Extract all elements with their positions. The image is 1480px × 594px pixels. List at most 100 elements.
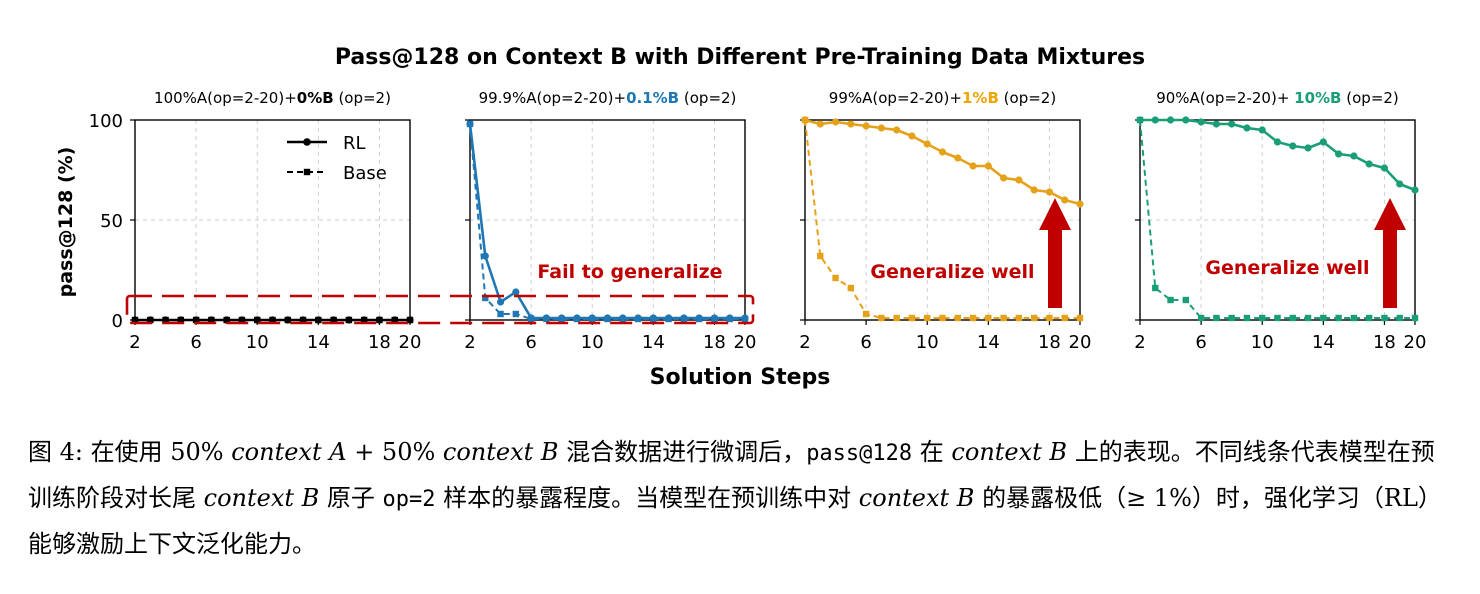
data-point-rl: [496, 298, 505, 306]
data-point-base: [1396, 314, 1403, 322]
data-point-base: [726, 315, 733, 323]
data-point-base: [1061, 314, 1068, 322]
data-point-base: [223, 316, 230, 324]
data-point-base: [650, 315, 657, 323]
series-line-rl: [804, 118, 1081, 206]
x-axis-label: Solution Steps: [650, 365, 831, 390]
data-point-base: [862, 310, 870, 318]
data-point-rl: [1151, 116, 1159, 124]
legend-marker-circle-icon: [303, 138, 311, 146]
data-point-rl: [984, 162, 992, 170]
x-tick-label: 6: [860, 332, 871, 353]
data-point-base: [466, 120, 474, 128]
series-line-base: [469, 123, 745, 320]
y-axis-label: pass@128 (%): [55, 147, 77, 298]
data-point-rl: [831, 118, 840, 126]
data-point-base: [1228, 314, 1235, 322]
data-point-rl: [1380, 164, 1389, 172]
data-point-rl: [1197, 118, 1205, 126]
x-tick-label: 14: [977, 332, 1000, 353]
data-point-base: [589, 315, 596, 323]
figure-caption: 图 4: 在使用 50% context A + 50% context B 混…: [28, 430, 1458, 566]
data-point-base: [711, 315, 718, 323]
series-line-base: [1139, 119, 1415, 319]
data-point-base: [1182, 296, 1190, 304]
caption-text: 样本的暴露程度。当模型在预训练中对: [435, 484, 859, 512]
data-point-rl: [1045, 188, 1054, 196]
data-point-base: [284, 316, 291, 324]
x-tick-label: 10: [1251, 332, 1274, 353]
panel-title-suffix: (op=2): [679, 89, 736, 107]
data-point-base: [1167, 296, 1174, 304]
data-point-base: [238, 316, 246, 324]
panel-title-suffix: (op=2): [334, 89, 391, 107]
data-point-base: [801, 116, 809, 124]
panel-title-highlight: 1%B: [962, 89, 999, 107]
legend-label: Base: [343, 163, 387, 184]
data-point-base: [376, 316, 383, 324]
caption-code: pass@128: [806, 441, 913, 466]
annotation-label: Generalize well: [870, 261, 1034, 283]
data-point-base: [1197, 314, 1205, 322]
x-tick-label: 18: [1038, 332, 1061, 353]
data-point-rl: [1273, 138, 1282, 146]
x-tick-label: 20: [399, 332, 422, 353]
x-tick-label: 18: [1373, 332, 1396, 353]
data-point-rl: [481, 252, 489, 260]
data-point-rl: [1212, 120, 1220, 128]
caption-text: 图 4: 在使用 50%: [28, 438, 232, 466]
data-point-rl: [1319, 138, 1327, 146]
x-tick-label: 2: [129, 332, 140, 353]
panel-title-highlight: 0.1%B: [626, 89, 679, 107]
data-point-base: [634, 315, 642, 323]
data-point-base: [954, 314, 961, 322]
data-point-rl: [923, 140, 931, 148]
panel-title-suffix: (op=2): [1342, 89, 1399, 107]
y-tick-label: 0: [112, 311, 123, 332]
up-arrow-icon: [1374, 198, 1406, 308]
data-point-base: [1076, 314, 1084, 322]
data-point-rl: [847, 120, 855, 128]
x-tick-label: 2: [1134, 332, 1145, 353]
data-point-base: [558, 315, 565, 323]
data-point-base: [1289, 314, 1296, 322]
x-tick-label: 10: [916, 332, 939, 353]
panel-2: 2 6 10 14 18 20 99.9%A(op=2-20)+0.1%B (op=2) Fa…: [464, 89, 756, 353]
x-tick-label: 14: [1312, 332, 1335, 353]
data-point-base: [512, 310, 520, 318]
data-point-base: [543, 315, 550, 323]
data-point-base: [1046, 314, 1053, 322]
data-point-base: [1274, 314, 1281, 322]
data-point-base: [299, 316, 307, 324]
annotation-label: Generalize well: [1205, 257, 1369, 279]
series-line-rl: [1140, 118, 1416, 192]
data-point-base: [208, 316, 215, 324]
data-point-base: [1152, 284, 1159, 292]
panel-title-prefix: 100%A(op=2-20)+: [154, 89, 297, 107]
data-point-base: [817, 252, 824, 260]
data-point-rl: [1396, 180, 1404, 188]
data-point-base: [360, 316, 368, 324]
data-point-base: [1411, 314, 1419, 322]
data-point-base: [391, 316, 398, 324]
data-point-rl: [1243, 124, 1251, 132]
data-point-base: [1243, 314, 1251, 322]
data-point-base: [604, 315, 611, 323]
panel-title-prefix: 99.9%A(op=2-20)+: [479, 89, 627, 107]
x-tick-label: 20: [1069, 332, 1092, 353]
caption-text: 原子: [319, 484, 383, 512]
data-point-base: [665, 315, 672, 323]
caption-text: 混合数据进行微调后，: [558, 438, 807, 466]
data-point-rl: [1061, 196, 1069, 204]
data-point-base: [1381, 314, 1388, 322]
data-point-base: [131, 316, 139, 324]
x-tick-label: 2: [799, 332, 810, 353]
x-tick-label: 2: [464, 332, 475, 353]
data-point-base: [1030, 314, 1038, 322]
data-point-rl: [512, 288, 520, 296]
data-point-base: [924, 314, 931, 322]
data-point-base: [1259, 314, 1266, 322]
data-point-rl: [954, 154, 962, 162]
panel-title: 99.9%A(op=2-20)+0.1%B (op=2): [479, 89, 737, 107]
data-point-rl: [877, 124, 885, 132]
